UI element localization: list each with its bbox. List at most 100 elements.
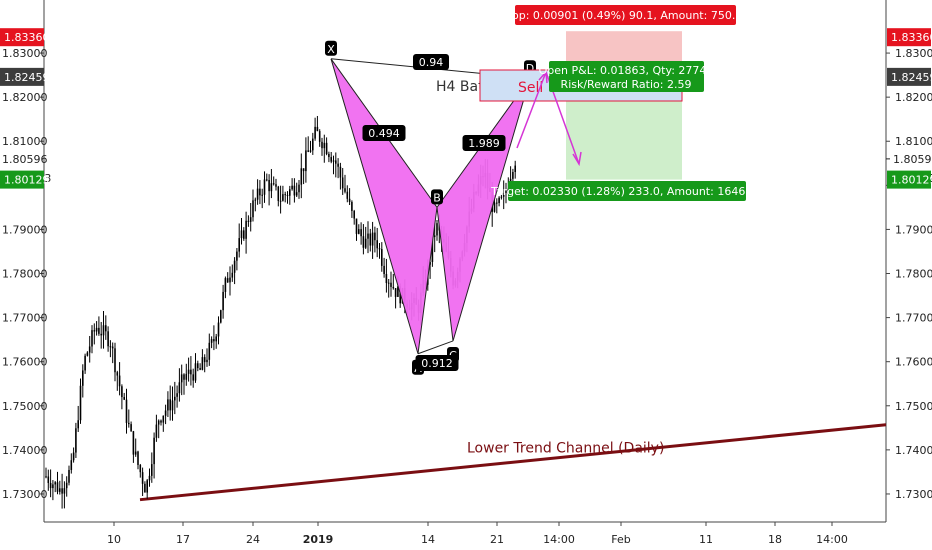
candle-body [289, 189, 291, 196]
candle-body [270, 183, 273, 192]
price-marker-label-last: 1.80596 [893, 153, 932, 166]
sell-zone-label: Sell [518, 80, 543, 96]
candle-body [201, 357, 204, 370]
candle-body [275, 184, 277, 187]
candle-body [431, 236, 434, 262]
pattern-triangle-bcd[interactable] [436, 77, 531, 342]
candle-body [512, 172, 514, 179]
candle-body [174, 396, 176, 401]
candle-body [316, 126, 319, 132]
candle-body [307, 150, 309, 152]
pattern-point-label: X [327, 43, 335, 56]
candle-body [254, 199, 257, 201]
candle-body [335, 160, 337, 164]
candle-body [162, 415, 165, 423]
candle-body [114, 348, 116, 373]
candle-body [217, 322, 220, 337]
risk-reward-label: Risk/Reward Ratio: 2.59 [561, 78, 692, 91]
candle-body [243, 230, 245, 239]
candle-body [123, 397, 125, 400]
candle-body [47, 476, 50, 484]
candle-body [155, 424, 158, 438]
candle-body [355, 218, 358, 234]
y-tick-label-left: 1.81000 [2, 135, 48, 148]
candle-body [61, 488, 63, 494]
candle-body [194, 363, 197, 381]
candle-body [282, 194, 284, 201]
x-tick-label: 10 [107, 533, 121, 546]
candle-body [341, 177, 344, 189]
candle-body [256, 188, 259, 200]
candle-body [132, 431, 135, 455]
price-marker-entry-right [887, 67, 931, 86]
y-tick-label-left: 1.83000 [2, 47, 48, 60]
x-tick-label: 21 [490, 533, 504, 546]
candle-body [321, 141, 323, 149]
candle-body [436, 223, 438, 236]
candle-body [344, 188, 346, 192]
candle-body [233, 260, 236, 273]
y-tick-label-right: 1.76000 [895, 356, 932, 369]
pattern-ratio-badge [462, 135, 506, 151]
y-tick-label-left: 1.78000 [2, 268, 48, 281]
y-tick-label-left: 1.79000 [2, 223, 48, 236]
candle-body [351, 201, 353, 211]
y-tick-label-right: 1.77000 [895, 312, 932, 325]
candle-body [151, 464, 153, 476]
candle-body [105, 325, 107, 332]
candle-body [49, 483, 52, 489]
price-marker-label-entry: 1.82459 [4, 71, 50, 84]
candle-body [70, 460, 73, 470]
trend-channel-label: Lower Trend Channel (Daily) [467, 441, 664, 457]
pattern-ratio-label: 0.912 [421, 357, 453, 370]
candle-body [82, 370, 84, 386]
x-tick-label: 14 [421, 533, 435, 546]
candle-body [374, 232, 376, 241]
candle-body [86, 352, 89, 356]
candle-body [109, 346, 112, 348]
candle-body [65, 482, 68, 489]
candle-body [192, 374, 194, 381]
y-tick-label-left: 1.75000 [2, 400, 48, 413]
candle-body [314, 126, 316, 139]
candle-body [77, 420, 79, 429]
candle-body [318, 131, 321, 142]
pattern-ratio-label: 0.494 [368, 127, 400, 140]
candle-body [118, 375, 121, 387]
pattern-triangle-xab[interactable] [330, 58, 438, 354]
candle-body [59, 488, 61, 492]
candle-body [88, 346, 91, 353]
candle-body [139, 464, 142, 473]
candle-body [148, 475, 151, 481]
candle-body [378, 248, 381, 250]
candle-body [84, 355, 86, 371]
candle-body [100, 333, 102, 336]
candle-body [169, 399, 171, 411]
target-badge [508, 181, 746, 201]
lower-trend-channel-line[interactable] [139, 423, 887, 502]
candle-body [298, 184, 300, 193]
candle-body [130, 424, 132, 432]
candle-body [197, 363, 199, 369]
projection-arrow-head [572, 151, 582, 167]
x-tick-label: 14:00 [816, 533, 848, 546]
candle-body [496, 202, 498, 204]
x-tick-label: 24 [246, 533, 260, 546]
candle-body [93, 330, 96, 332]
candle-body [72, 452, 75, 461]
price-marker-label-target: 1.80129 [891, 174, 932, 187]
candle-body [157, 420, 160, 425]
candle-body [433, 235, 436, 237]
y-tick-label-left: 1.74000 [2, 444, 48, 457]
pattern-point-badge [325, 40, 337, 56]
candle-body [392, 286, 395, 289]
candle-body [183, 374, 185, 380]
pattern-point-badge [431, 189, 443, 205]
price-marker-label-target: 1.80129 [4, 174, 50, 187]
candle-body [390, 282, 392, 287]
candle-body [369, 233, 372, 246]
candle-body [208, 342, 211, 360]
candle-body [95, 327, 98, 332]
